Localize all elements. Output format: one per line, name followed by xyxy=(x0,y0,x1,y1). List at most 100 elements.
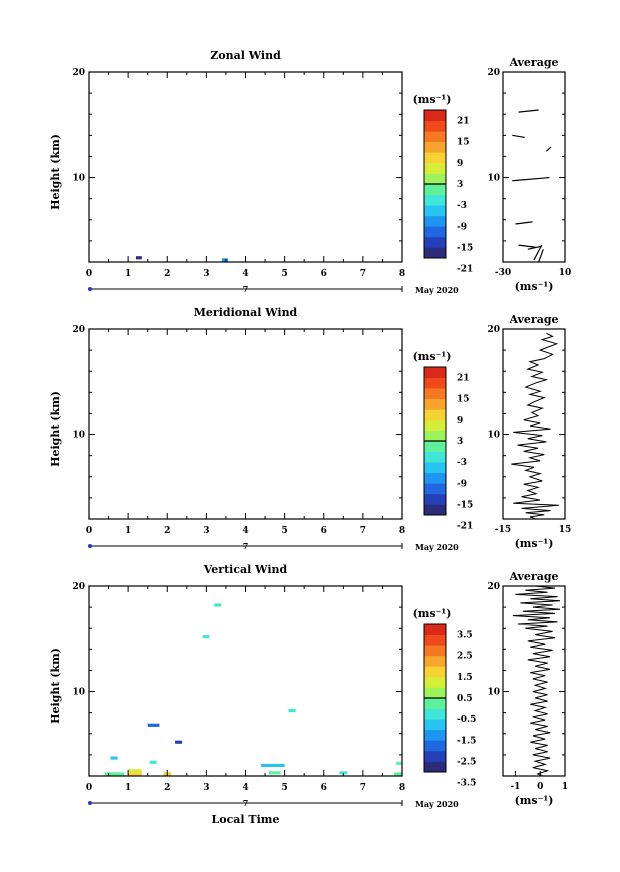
x-tick-label: 8 xyxy=(399,783,405,793)
colorbar-swatch xyxy=(424,634,446,646)
average-profile-segment xyxy=(538,249,544,263)
x-tick-label: 8 xyxy=(399,269,405,279)
colorbar-swatch xyxy=(424,419,446,431)
heatmap-cell xyxy=(202,635,210,639)
average-y-tick-label: 10 xyxy=(487,174,500,184)
average-frame xyxy=(502,585,566,777)
average-profile-segment xyxy=(533,244,543,261)
colorbar-unit: (ms⁻¹) xyxy=(413,350,452,363)
colorbar-swatch xyxy=(424,194,446,206)
colorbar-tick-label: 3 xyxy=(457,180,463,190)
average-x-axis-label: (ms⁻¹) xyxy=(515,794,554,807)
average-profile-segment xyxy=(518,244,536,248)
x-tick-label: 6 xyxy=(321,269,327,279)
heatmap-cell xyxy=(110,756,118,760)
colorbar-tick-label: 3 xyxy=(457,437,463,447)
colorbar-swatch xyxy=(424,430,446,442)
heatmap-cell xyxy=(128,772,142,776)
panel-title: Zonal Wind xyxy=(210,49,281,62)
colorbar-swatch xyxy=(424,152,446,164)
y-axis-label: Height (km) xyxy=(49,134,62,210)
colorbar-tick-label: -9 xyxy=(457,222,467,232)
colorbar-swatch xyxy=(424,247,446,259)
colorbar-swatch xyxy=(424,750,446,762)
average-profile-line xyxy=(511,332,559,520)
colorbar-tick-label: 21 xyxy=(457,117,470,127)
x-tick-label: 5 xyxy=(281,783,287,793)
plot-frame xyxy=(88,71,403,263)
colorbar-swatch xyxy=(424,205,446,217)
plot-frame xyxy=(88,585,403,777)
panel-title: Meridional Wind xyxy=(194,306,298,319)
heatmap-cell xyxy=(149,760,157,764)
colorbar-swatch xyxy=(424,666,446,678)
colorbar-tick-label: -21 xyxy=(457,522,473,532)
x-tick-label: 5 xyxy=(281,526,287,536)
average-x-tick-label: -15 xyxy=(495,525,511,535)
colorbar-swatch xyxy=(424,645,446,657)
x-tick-label: 2 xyxy=(164,269,170,279)
colorbar-tick-label: 9 xyxy=(457,159,463,169)
heatmap-cell xyxy=(339,771,348,775)
x-tick-label: 1 xyxy=(125,783,131,793)
y-tick-label: 10 xyxy=(72,431,85,441)
heatmap-cell xyxy=(394,772,402,776)
colorbar-tick-label: -0.5 xyxy=(457,715,476,725)
colorbar-swatch xyxy=(424,655,446,667)
colorbar-tick-label: 21 xyxy=(457,374,470,384)
average-profile-segment xyxy=(512,134,525,139)
colorbar-tick-label: 1.5 xyxy=(457,673,473,683)
x-tick-label: 4 xyxy=(242,269,248,279)
date-axis-marker xyxy=(88,544,92,548)
x-tick-label: 4 xyxy=(242,783,248,793)
colorbar-swatch xyxy=(424,409,446,421)
colorbar-unit: (ms⁻¹) xyxy=(413,607,452,620)
average-y-tick-label: 10 xyxy=(487,688,500,698)
colorbar-tick-label: -1.5 xyxy=(457,736,476,746)
heatmap-cell xyxy=(222,258,228,262)
colorbar-swatch xyxy=(424,173,446,185)
colorbar-tick-label: -15 xyxy=(457,500,473,510)
y-tick-label: 10 xyxy=(72,688,85,698)
x-tick-label: 7 xyxy=(360,526,366,536)
average-y-tick-label: 20 xyxy=(487,582,500,592)
x-tick-label: 6 xyxy=(321,783,327,793)
average-title: Average xyxy=(508,313,558,326)
colorbar-swatch xyxy=(424,398,446,410)
colorbar-swatch xyxy=(424,367,446,378)
y-tick-label: 20 xyxy=(72,68,85,78)
average-x-tick-label: 1 xyxy=(562,782,568,792)
average-profile-segment xyxy=(518,109,539,113)
date-axis-marker xyxy=(88,287,92,291)
x-tick-label: 1 xyxy=(125,526,131,536)
heatmap-cell xyxy=(104,772,125,776)
heatmap-cell xyxy=(147,723,160,727)
colorbar-tick-label: 0.5 xyxy=(457,694,473,704)
colorbar-swatch xyxy=(424,472,446,484)
colorbar-swatch xyxy=(424,698,446,709)
average-profile-line xyxy=(512,585,561,777)
date-axis-marker xyxy=(88,801,92,805)
colorbar-swatch xyxy=(424,687,446,699)
colorbar-swatch xyxy=(424,141,446,153)
colorbar-swatch xyxy=(424,740,446,752)
colorbar-tick-label: -3 xyxy=(457,201,467,211)
colorbar-tick-label: -9 xyxy=(457,479,467,489)
x-tick-label: 0 xyxy=(86,526,92,536)
heatmap-cell xyxy=(175,740,183,744)
x-tick-label: 1 xyxy=(125,269,131,279)
x-tick-label: 3 xyxy=(203,269,209,279)
colorbar-swatch xyxy=(424,719,446,731)
panel-title: Vertical Wind xyxy=(203,563,288,576)
heatmap-cell xyxy=(128,769,142,773)
average-profile-segment xyxy=(545,146,552,152)
panel-1: Meridional Wind 10 20 0 1 2 3 4 5 6 7 8 Height (km) 7… xyxy=(49,306,571,552)
colorbar-tick-label: -3.5 xyxy=(457,779,476,789)
average-y-tick-label: 10 xyxy=(487,431,500,441)
x-tick-label: 0 xyxy=(86,783,92,793)
plot-frame xyxy=(88,328,403,520)
colorbar-swatch xyxy=(424,483,446,495)
colorbar-tick-label: 2.5 xyxy=(457,652,473,662)
x-tick-label: 8 xyxy=(399,526,405,536)
